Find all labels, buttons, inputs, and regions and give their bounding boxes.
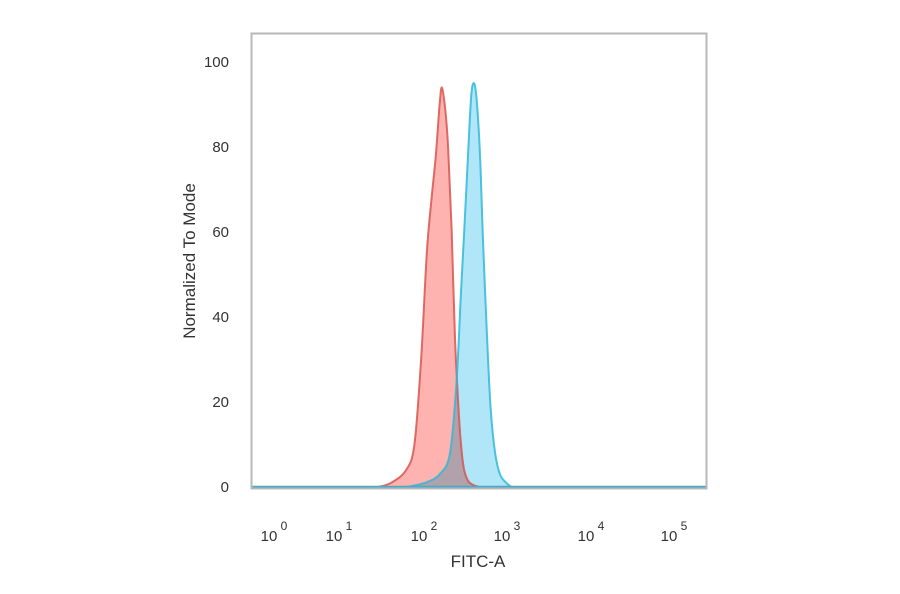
svg-text:4: 4 bbox=[598, 519, 605, 533]
svg-text:0: 0 bbox=[281, 519, 288, 533]
histogram-fills bbox=[378, 83, 512, 488]
x-tick-label: 103 bbox=[494, 519, 521, 545]
x-tick-label: 105 bbox=[661, 519, 688, 545]
y-tick-label: 0 bbox=[221, 479, 229, 496]
y-tick-label: 40 bbox=[212, 309, 229, 326]
series-outline-1 bbox=[405, 82, 513, 488]
svg-text:10: 10 bbox=[578, 528, 595, 545]
svg-text:3: 3 bbox=[514, 519, 521, 533]
x-tick-label: 104 bbox=[578, 519, 605, 545]
histogram-outlines bbox=[377, 82, 513, 488]
y-tick-label: 60 bbox=[212, 224, 229, 241]
y-tick-label: 80 bbox=[212, 139, 229, 156]
plot-frame bbox=[250, 32, 708, 490]
series-fill-0 bbox=[378, 87, 480, 488]
y-axis-title: Normalized To Mode bbox=[180, 183, 199, 339]
x-axis-title: FITC-A bbox=[451, 552, 506, 571]
svg-text:10: 10 bbox=[326, 528, 343, 545]
x-tick-label: 102 bbox=[411, 519, 438, 545]
y-tick-label: 20 bbox=[212, 394, 229, 411]
svg-text:10: 10 bbox=[494, 528, 511, 545]
svg-text:10: 10 bbox=[261, 528, 278, 545]
series-outline-0 bbox=[377, 86, 480, 488]
svg-text:10: 10 bbox=[661, 528, 678, 545]
svg-text:10: 10 bbox=[411, 528, 428, 545]
y-tick-label: 100 bbox=[204, 54, 229, 71]
svg-text:1: 1 bbox=[346, 519, 353, 533]
svg-text:5: 5 bbox=[681, 519, 688, 533]
x-tick-label: 100 bbox=[261, 519, 288, 545]
series-fill-1 bbox=[406, 83, 512, 487]
svg-text:2: 2 bbox=[431, 519, 438, 533]
x-tick-label: 101 bbox=[326, 519, 353, 545]
y-axis-ticks: 0 20 40 60 80 100 bbox=[204, 54, 229, 496]
